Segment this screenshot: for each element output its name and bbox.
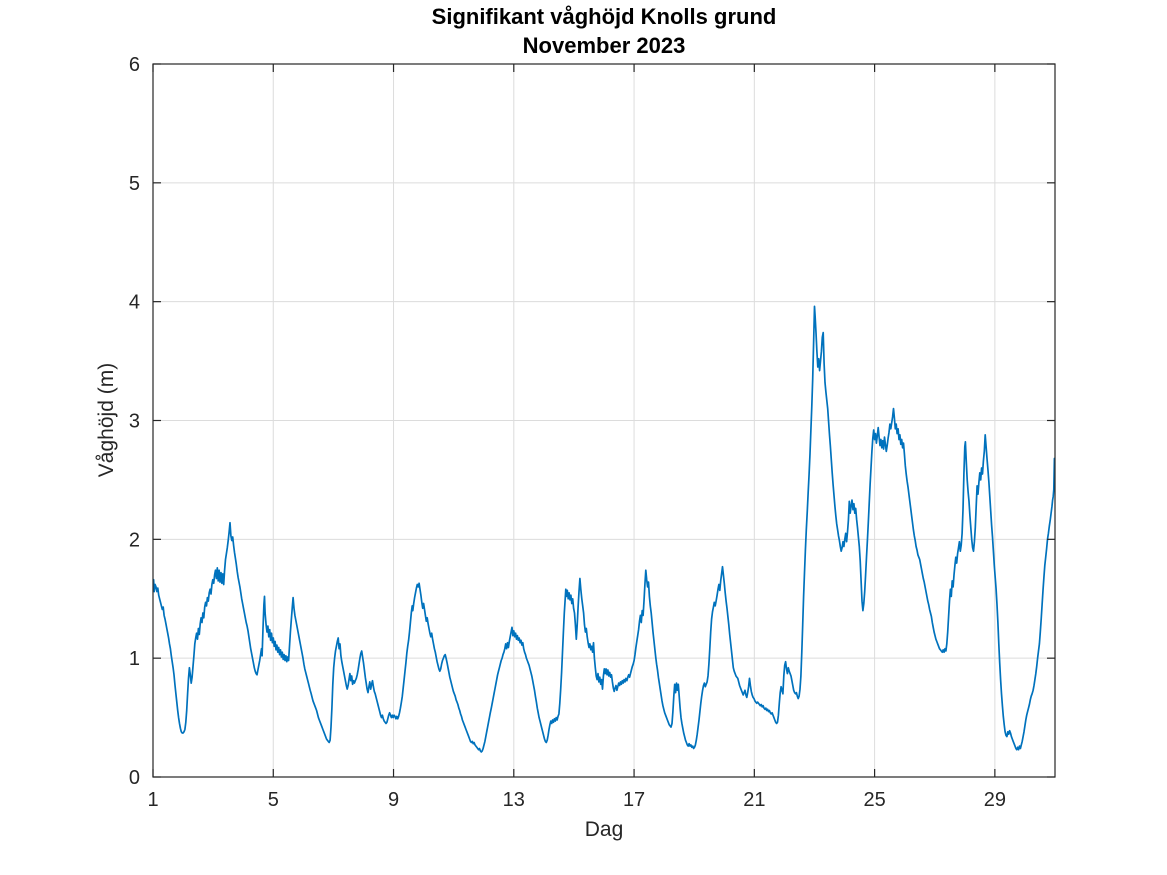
x-tick-label: 17 — [623, 789, 645, 811]
y-axis-label: Våghöjd (m) — [95, 362, 118, 478]
y-tick-label: 3 — [129, 411, 140, 433]
x-tick-label: 21 — [743, 789, 765, 811]
y-tick-label: 0 — [129, 767, 140, 789]
y-tick-label: 6 — [129, 54, 140, 76]
chart-subtitle: November 2023 — [522, 33, 686, 58]
x-tick-label: 25 — [863, 789, 885, 811]
y-tick-label: 4 — [129, 292, 140, 314]
x-tick-label: 13 — [503, 789, 525, 811]
wave-height-line-series — [153, 305, 1055, 753]
x-tick-label: 9 — [388, 789, 399, 811]
y-tick-label: 5 — [129, 173, 140, 195]
chart-title-block: Signifikant våghöjd Knolls grund Novembe… — [153, 2, 1055, 60]
y-tick-label: 2 — [129, 529, 140, 551]
x-tick-label: 5 — [268, 789, 279, 811]
chart-title: Signifikant våghöjd Knolls grund — [431, 4, 777, 29]
y-tick-label: 1 — [129, 648, 140, 670]
x-tick-label: 29 — [984, 789, 1006, 811]
x-axis-label: Dag — [584, 818, 624, 841]
x-tick-label: 1 — [147, 789, 158, 811]
